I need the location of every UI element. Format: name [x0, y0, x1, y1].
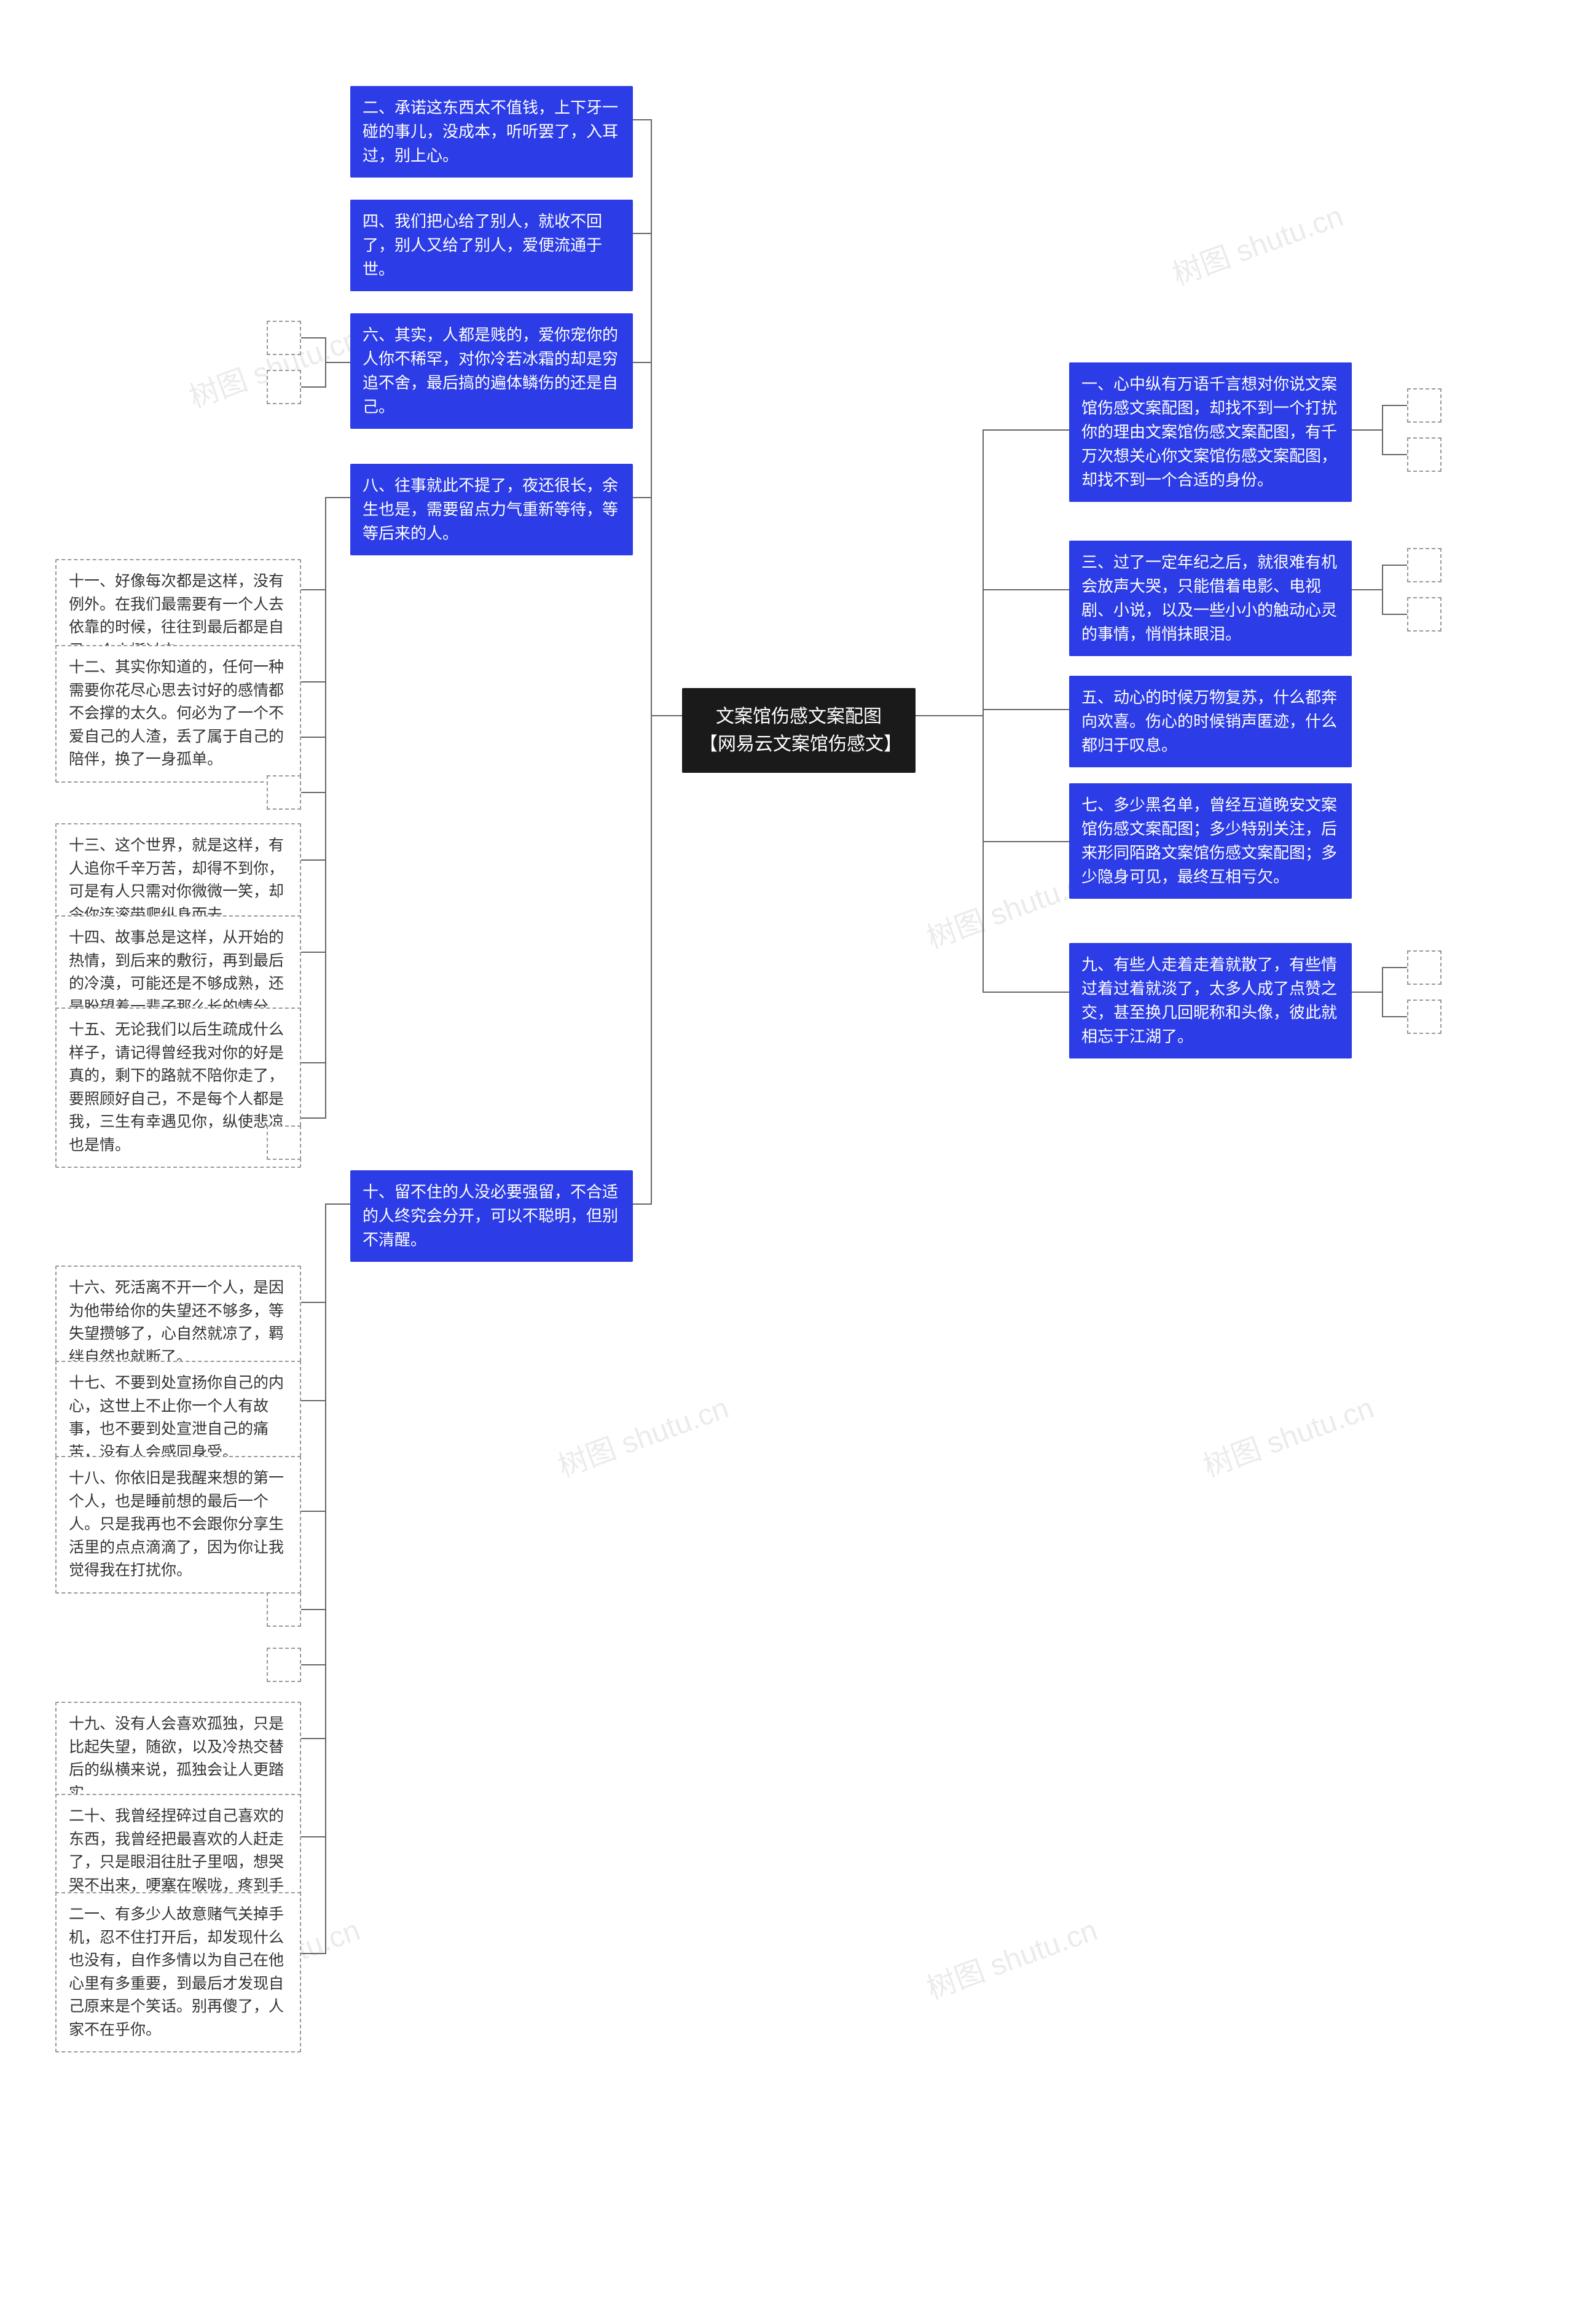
- node-7[interactable]: 七、多少黑名单，曾经互道晚安文案馆伤感文案配图；多少特别关注，后来形同陌路文案馆…: [1069, 783, 1352, 899]
- watermark: 树图 shutu.cn: [1196, 1383, 1379, 1485]
- marker-box: [267, 1648, 301, 1682]
- watermark: 树图 shutu.cn: [920, 1906, 1102, 2007]
- marker-box: [1407, 548, 1442, 582]
- node-1[interactable]: 一、心中纵有万语千言想对你说文案馆伤感文案配图，却找不到一个打扰你的理由文案馆伤…: [1069, 362, 1352, 502]
- node-21-text: 二一、有多少人故意赌气关掉手机，忍不住打开后，却发现什么也没有，自作多情以为自己…: [69, 1906, 284, 2038]
- node-3[interactable]: 三、过了一定年纪之后，就很难有机会放声大哭，只能借着电影、电视剧、小说，以及一些…: [1069, 541, 1352, 656]
- node-5[interactable]: 五、动心的时候万物复苏，什么都奔向欢喜。伤心的时候销声匿迹，什么都归于叹息。: [1069, 676, 1352, 767]
- marker-box: [1407, 597, 1442, 632]
- root-node[interactable]: 文案馆伤感文案配图【网易云文案馆伤感文】: [682, 688, 916, 773]
- node-15-text: 十五、无论我们以后生疏成什么样子，请记得曾经我对你的好是真的，剩下的路就不陪你走…: [69, 1021, 284, 1154]
- node-4-text: 四、我们把心给了别人，就收不回了，别人又给了别人，爱便流通于世。: [363, 212, 602, 278]
- node-13-text: 十三、这个世界，就是这样，有人追你千辛万苦，却得不到你，可是有人只需对你微微一笑…: [69, 837, 284, 923]
- node-8-text: 八、往事就此不提了，夜还很长，余生也是，需要留点力气重新等待，等等后来的人。: [363, 476, 618, 542]
- node-7-text: 七、多少黑名单，曾经互道晚安文案馆伤感文案配图；多少特别关注，后来形同陌路文案馆…: [1081, 796, 1337, 886]
- marker-box: [267, 321, 301, 355]
- node-2[interactable]: 二、承诺这东西太不值钱，上下牙一碰的事儿，没成本，听听罢了，入耳过，别上心。: [350, 86, 633, 178]
- node-6-text: 六、其实，人都是贱的，爱你宠你的人你不稀罕，对你冷若冰霜的却是穷追不舍，最后搞的…: [363, 326, 618, 416]
- watermark: 树图 shutu.cn: [1166, 192, 1348, 293]
- node-18[interactable]: 十八、你依旧是我醒来想的第一个人，也是睡前想的最后一个人。只是我再也不会跟你分享…: [55, 1456, 301, 1594]
- node-19-text: 十九、没有人会喜欢孤独，只是比起失望，随欲，以及冷热交替后的纵横来说，孤独会让人…: [69, 1715, 284, 1802]
- node-1-text: 一、心中纵有万语千言想对你说文案馆伤感文案配图，却找不到一个打扰你的理由文案馆伤…: [1081, 375, 1337, 489]
- node-10[interactable]: 十、留不住的人没必要强留，不合适的人终究会分开，可以不聪明，但别不清醒。: [350, 1170, 633, 1262]
- node-21[interactable]: 二一、有多少人故意赌气关掉手机，忍不住打开后，却发现什么也没有，自作多情以为自己…: [55, 1892, 301, 2052]
- node-14-text: 十四、故事总是这样，从开始的热情，到后来的敷衍，再到最后的冷漠，可能还是不够成熟…: [69, 929, 284, 1015]
- node-9[interactable]: 九、有些人走着走着就散了，有些情过着过着就淡了，太多人成了点赞之交，甚至换几回昵…: [1069, 943, 1352, 1058]
- node-12[interactable]: 十二、其实你知道的，任何一种需要你花尽心思去讨好的感情都不会撑的太久。何必为了一…: [55, 645, 301, 783]
- node-16-text: 十六、死活离不开一个人，是因为他带给你的失望还不够多，等失望攒够了，心自然就凉了…: [69, 1279, 284, 1366]
- watermark: 树图 shutu.cn: [551, 1383, 734, 1485]
- node-2-text: 二、承诺这东西太不值钱，上下牙一碰的事儿，没成本，听听罢了，入耳过，别上心。: [363, 98, 618, 165]
- marker-box: [1407, 388, 1442, 423]
- node-5-text: 五、动心的时候万物复苏，什么都奔向欢喜。伤心的时候销声匿迹，什么都归于叹息。: [1081, 688, 1337, 754]
- node-18-text: 十八、你依旧是我醒来想的第一个人，也是睡前想的最后一个人。只是我再也不会跟你分享…: [69, 1469, 284, 1579]
- node-6[interactable]: 六、其实，人都是贱的，爱你宠你的人你不稀罕，对你冷若冰霜的却是穷追不舍，最后搞的…: [350, 313, 633, 429]
- node-10-text: 十、留不住的人没必要强留，不合适的人终究会分开，可以不聪明，但别不清醒。: [363, 1183, 618, 1249]
- node-12-text: 十二、其实你知道的，任何一种需要你花尽心思去讨好的感情都不会撑的太久。何必为了一…: [69, 659, 284, 768]
- node-17-text: 十七、不要到处宣扬你自己的内心，这世上不止你一个人有故事，也不要到处宣泄自己的痛…: [69, 1374, 284, 1461]
- marker-box: [267, 1125, 301, 1160]
- root-title: 文案馆伤感文案配图【网易云文案馆伤感文】: [699, 706, 902, 754]
- node-4[interactable]: 四、我们把心给了别人，就收不回了，别人又给了别人，爱便流通于世。: [350, 200, 633, 291]
- marker-box: [267, 370, 301, 404]
- marker-box: [267, 1592, 301, 1627]
- node-3-text: 三、过了一定年纪之后，就很难有机会放声大哭，只能借着电影、电视剧、小说，以及一些…: [1081, 553, 1337, 643]
- marker-box: [1407, 950, 1442, 985]
- node-9-text: 九、有些人走着走着就散了，有些情过着过着就淡了，太多人成了点赞之交，甚至换几回昵…: [1081, 955, 1337, 1046]
- marker-box: [1407, 1000, 1442, 1034]
- marker-box: [267, 775, 301, 810]
- node-8[interactable]: 八、往事就此不提了，夜还很长，余生也是，需要留点力气重新等待，等等后来的人。: [350, 464, 633, 555]
- node-15[interactable]: 十五、无论我们以后生疏成什么样子，请记得曾经我对你的好是真的，剩下的路就不陪你走…: [55, 1007, 301, 1168]
- marker-box: [1407, 437, 1442, 472]
